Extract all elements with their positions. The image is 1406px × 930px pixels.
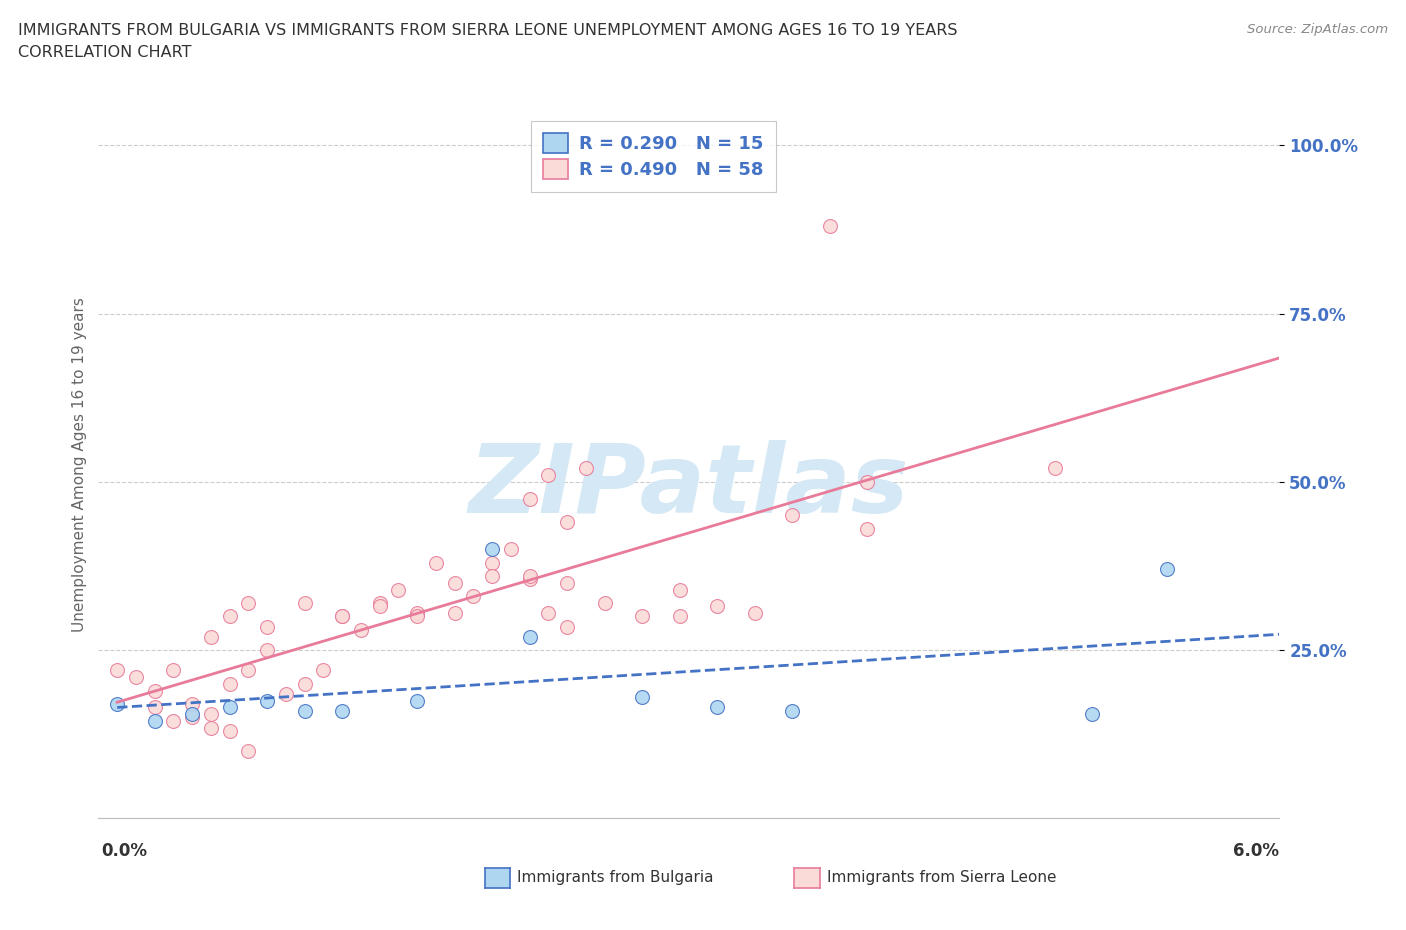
Point: [294, 595, 316, 610]
Point: [387, 582, 409, 597]
Point: [463, 589, 485, 604]
Y-axis label: Unemployment Among Ages 16 to 19 years: Unemployment Among Ages 16 to 19 years: [72, 298, 87, 632]
Point: [143, 700, 166, 715]
Point: [706, 599, 728, 614]
Point: [499, 541, 522, 556]
Point: [555, 515, 578, 530]
Text: IMMIGRANTS FROM BULGARIA VS IMMIGRANTS FROM SIERRA LEONE UNEMPLOYMENT AMONG AGES: IMMIGRANTS FROM BULGARIA VS IMMIGRANTS F…: [18, 23, 957, 38]
Point: [200, 720, 222, 735]
Point: [1043, 461, 1066, 476]
Point: [555, 619, 578, 634]
Text: ZIPatlas: ZIPatlas: [468, 440, 910, 533]
Point: [555, 576, 578, 591]
Point: [631, 609, 654, 624]
Point: [406, 605, 429, 620]
Point: [218, 609, 240, 624]
Point: [443, 605, 465, 620]
Point: [668, 609, 690, 624]
Point: [200, 630, 222, 644]
Point: [294, 703, 316, 718]
Point: [218, 700, 240, 715]
Point: [481, 568, 503, 583]
Point: [143, 713, 166, 728]
Point: [425, 555, 447, 570]
Point: [1156, 562, 1178, 577]
Point: [350, 622, 373, 637]
Point: [780, 703, 803, 718]
Text: Immigrants from Bulgaria: Immigrants from Bulgaria: [517, 870, 714, 885]
Point: [218, 676, 240, 691]
Point: [406, 693, 429, 708]
Point: [125, 670, 148, 684]
Point: [143, 683, 166, 698]
Point: [368, 595, 391, 610]
Point: [162, 663, 184, 678]
Point: [443, 576, 465, 591]
Point: [1081, 707, 1104, 722]
Point: [856, 474, 879, 489]
Point: [105, 697, 128, 711]
Point: [575, 461, 598, 476]
Point: [368, 599, 391, 614]
Point: [312, 663, 335, 678]
Text: Immigrants from Sierra Leone: Immigrants from Sierra Leone: [827, 870, 1056, 885]
Point: [330, 609, 353, 624]
Point: [238, 663, 260, 678]
Point: [105, 663, 128, 678]
Point: [274, 686, 297, 701]
Point: [330, 703, 353, 718]
Point: [818, 219, 841, 233]
Point: [706, 700, 728, 715]
Point: [406, 609, 429, 624]
Point: [668, 582, 690, 597]
Point: [181, 710, 204, 724]
Point: [519, 568, 541, 583]
Text: 6.0%: 6.0%: [1233, 842, 1279, 860]
Point: [780, 508, 803, 523]
Point: [218, 724, 240, 738]
Point: [238, 595, 260, 610]
Point: [330, 609, 353, 624]
Point: [593, 595, 616, 610]
Point: [181, 697, 204, 711]
Point: [537, 605, 560, 620]
Point: [537, 468, 560, 483]
Point: [519, 572, 541, 587]
Point: [481, 555, 503, 570]
Point: [256, 643, 278, 658]
Point: [294, 676, 316, 691]
Point: [238, 744, 260, 759]
Point: [519, 491, 541, 506]
Point: [181, 707, 204, 722]
Point: [481, 541, 503, 556]
Point: [256, 619, 278, 634]
Point: [631, 690, 654, 705]
Legend: R = 0.290   N = 15, R = 0.490   N = 58: R = 0.290 N = 15, R = 0.490 N = 58: [530, 121, 776, 192]
Text: 0.0%: 0.0%: [101, 842, 148, 860]
Text: CORRELATION CHART: CORRELATION CHART: [18, 45, 191, 60]
Point: [744, 605, 766, 620]
Point: [200, 707, 222, 722]
Point: [256, 693, 278, 708]
Point: [162, 713, 184, 728]
Text: Source: ZipAtlas.com: Source: ZipAtlas.com: [1247, 23, 1388, 36]
Point: [519, 630, 541, 644]
Point: [856, 522, 879, 537]
